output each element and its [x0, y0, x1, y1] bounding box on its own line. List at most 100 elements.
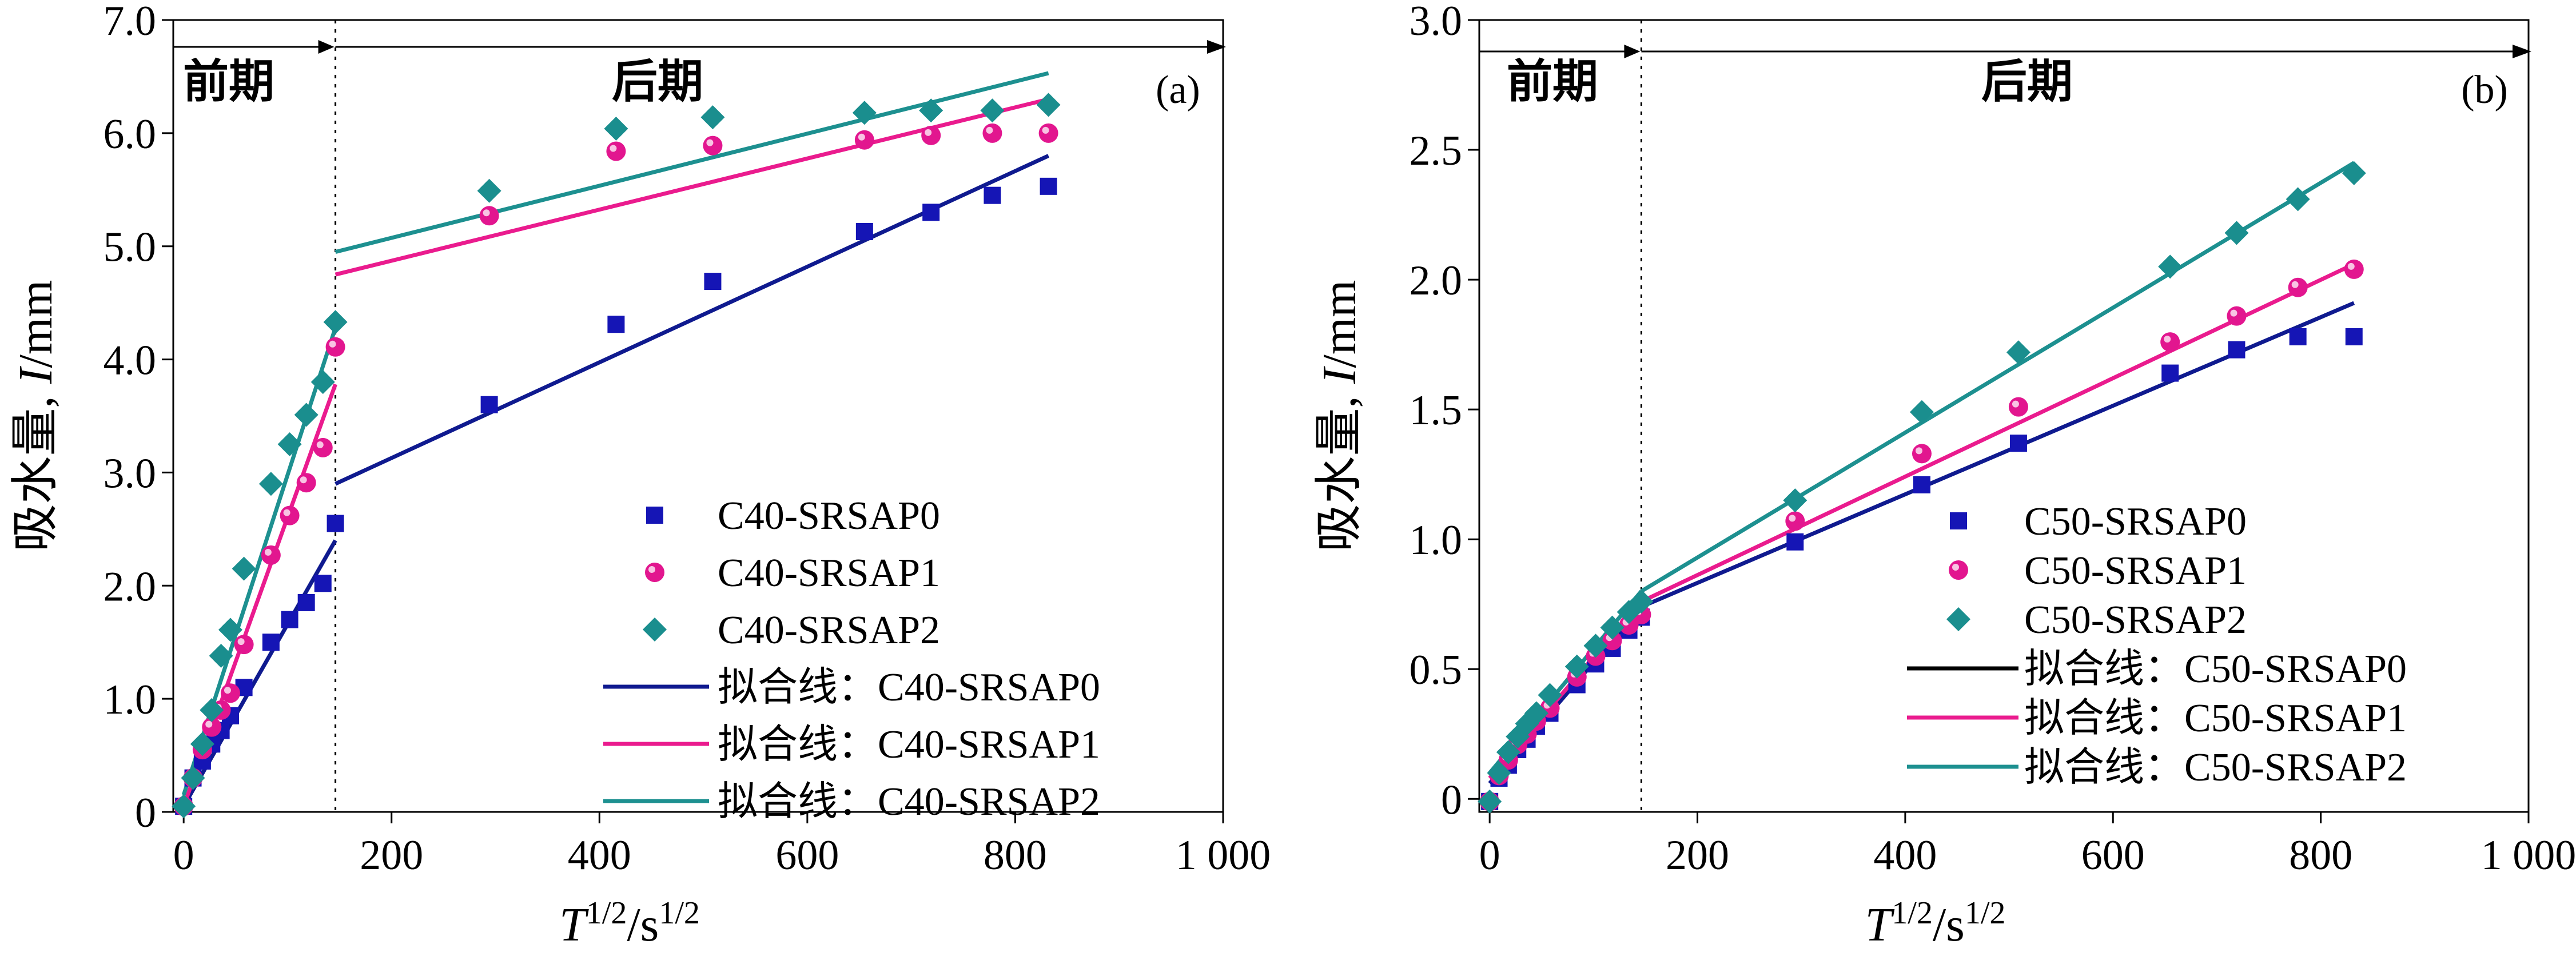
data-point-c40-srsap0: [314, 575, 332, 592]
plot-frame: [1478, 19, 2530, 813]
y-tick-label: 4.0: [103, 337, 157, 384]
data-point-c40-srsap2: [1036, 93, 1061, 117]
data-point-c50-srsap1-highlight: [2291, 281, 2299, 288]
data-point-c40-srsap2: [477, 178, 501, 203]
legend-marker: [1950, 512, 1967, 529]
early-phase-arrowhead: [1624, 45, 1641, 58]
x-tick-label: 400: [568, 832, 631, 879]
data-point-c50-srsap1: [2227, 306, 2247, 326]
data-point-c50-srsap1-highlight: [2347, 262, 2355, 270]
y-tick-label: 0.5: [1410, 647, 1463, 694]
data-point-c40-srsap0: [327, 515, 344, 532]
data-point-c50-srsap2: [1524, 701, 1548, 726]
legend-label: C40-SRSAP0: [718, 494, 940, 538]
data-point-c40-srsap0: [704, 273, 722, 290]
data-point-c40-srsap0: [922, 204, 940, 221]
data-point-c50-srsap2: [1600, 615, 1625, 640]
data-point-c40-srsap0: [1040, 177, 1057, 195]
data-point-c50-srsap2: [2158, 254, 2183, 279]
data-point-c40-srsap1: [220, 683, 240, 703]
y-tick-label: 2.0: [103, 563, 157, 610]
y-tick-label: 2.0: [1410, 257, 1463, 304]
data-point-c50-srsap0: [1786, 533, 1804, 551]
data-point-c40-srsap1-highlight: [858, 133, 865, 141]
data-point-c40-srsap1-highlight: [264, 548, 272, 556]
x-tick-label: 200: [360, 832, 423, 879]
data-point-c40-srsap1: [921, 125, 941, 145]
data-point-c40-srsap2: [323, 310, 348, 334]
late-phase-arrowhead: [2513, 45, 2531, 58]
data-point-c40-srsap0: [984, 186, 1001, 204]
data-point-c50-srsap1: [1912, 444, 1932, 464]
legend-marker-highlight: [1952, 564, 1959, 571]
phase-label-late: 后期: [612, 57, 703, 107]
y-tick-label: 2.5: [1410, 128, 1463, 174]
data-point-c40-srsap1: [854, 130, 874, 150]
legend-marker: [645, 563, 664, 582]
legend-marker-highlight: [648, 566, 655, 573]
data-point-c50-srsap2: [2342, 161, 2366, 185]
data-point-c50-srsap1-highlight: [2012, 400, 2019, 408]
x-tick-label: 1 000: [1176, 832, 1271, 879]
x-tick-label: 0: [1479, 832, 1500, 879]
phase-label-late: 后期: [1981, 57, 2073, 107]
data-point-c40-srsap1-highlight: [610, 145, 617, 152]
data-point-c40-srsap0: [607, 316, 625, 333]
early-phase-arrowhead: [318, 40, 335, 54]
data-point-c50-srsap0: [2345, 328, 2363, 345]
legend-label: C50-SRSAP0: [2024, 500, 2247, 544]
data-point-c50-srsap1-highlight: [2164, 336, 2171, 343]
data-point-c40-srsap2: [209, 643, 233, 668]
data-point-c50-srsap0: [2009, 435, 2027, 452]
data-point-c50-srsap2: [2224, 221, 2249, 245]
data-point-c40-srsap2: [294, 403, 318, 427]
x-tick-label: 0: [173, 832, 194, 879]
panel-label: (b): [2461, 68, 2508, 112]
data-point-c40-srsap2: [852, 101, 877, 125]
x-tick-label: 400: [1873, 832, 1937, 879]
data-point-c40-srsap2: [700, 105, 725, 130]
y-tick-label: 1.0: [103, 676, 157, 723]
data-point-c40-srsap1: [313, 437, 333, 457]
x-tick-label: 200: [1666, 832, 1729, 879]
data-point-c50-srsap2: [1487, 760, 1511, 785]
data-point-c40-srsap1-highlight: [986, 126, 993, 134]
plot-frame: [172, 19, 1224, 813]
legend-label: 拟合线：C50-SRSAP0: [2024, 647, 2407, 691]
data-point-c40-srsap1-highlight: [237, 638, 245, 646]
data-point-c40-srsap2: [919, 98, 943, 123]
y-tick-label: 3.0: [103, 450, 157, 497]
data-point-c40-srsap0: [297, 593, 315, 611]
legend-label: C50-SRSAP2: [2024, 598, 2247, 642]
data-point-c50-srsap2: [1496, 740, 1520, 764]
x-tick-label: 600: [775, 832, 839, 879]
legend-label: 拟合线：C40-SRSAP0: [718, 666, 1100, 710]
data-point-c50-srsap0: [2161, 364, 2179, 382]
data-point-c40-srsap1: [234, 635, 254, 655]
data-point-c50-srsap2: [1564, 654, 1589, 679]
data-point-c40-srsap1: [261, 545, 281, 565]
legend-label: C40-SRSAP2: [718, 608, 940, 652]
data-point-c50-srsap0: [2289, 328, 2307, 345]
legend-label: C40-SRSAP1: [718, 551, 940, 595]
legend-label: C50-SRSAP1: [2024, 549, 2247, 593]
data-point-c50-srsap2: [2006, 340, 2030, 365]
data-point-c40-srsap2: [232, 556, 256, 581]
y-tick-label: 0: [1441, 776, 1462, 823]
data-point-c40-srsap1: [325, 337, 345, 357]
x-axis-label: T1/2/s1/2: [559, 895, 700, 951]
x-tick-label: 1 000: [2481, 832, 2576, 879]
legend-marker: [1946, 607, 1970, 631]
data-point-c40-srsap1: [296, 473, 316, 493]
data-point-c50-srsap1: [2288, 277, 2308, 297]
y-tick-label: 1.0: [1410, 517, 1463, 564]
data-point-c40-srsap2: [200, 698, 224, 722]
data-point-c40-srsap1-highlight: [329, 340, 336, 348]
legend-label: 拟合线：C50-SRSAP1: [2024, 696, 2407, 740]
data-point-c40-srsap1-highlight: [205, 720, 213, 728]
legend-marker: [643, 618, 667, 642]
data-point-c40-srsap1-highlight: [316, 441, 324, 448]
data-point-c50-srsap1-highlight: [1789, 515, 1796, 522]
data-point-c40-srsap0: [480, 396, 498, 413]
data-point-c50-srsap2: [1909, 400, 1934, 424]
